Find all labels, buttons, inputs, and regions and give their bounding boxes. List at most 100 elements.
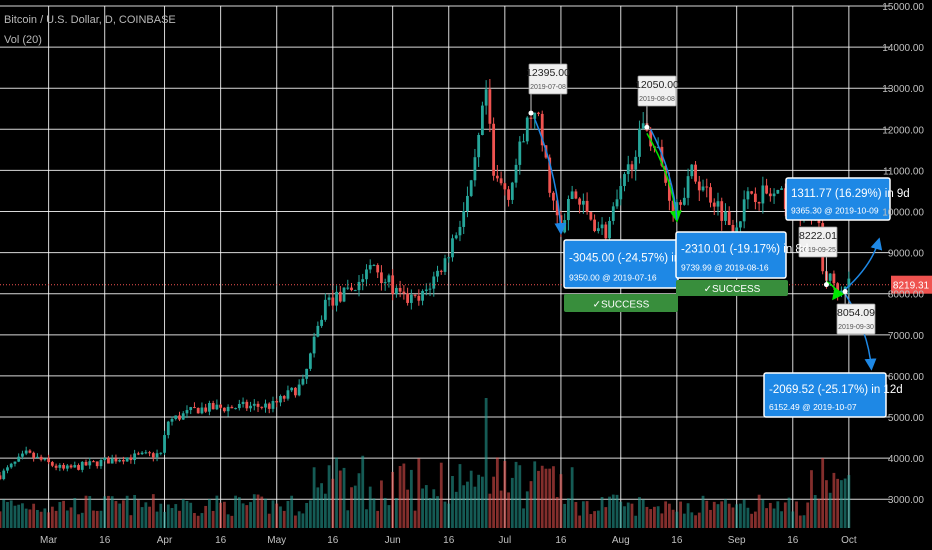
candle-body [839, 290, 843, 294]
volume-bar [697, 512, 701, 528]
volume-bar [421, 488, 424, 528]
volume-bar [649, 509, 653, 528]
volume-bar [282, 510, 286, 528]
measure-text: -3045.00 (-24.57%) in 8d [569, 253, 696, 265]
volume-bar [731, 507, 735, 528]
volume-bar [454, 491, 458, 528]
volume-bar [742, 499, 746, 528]
candle-body [159, 452, 163, 454]
volume-bar [267, 513, 271, 528]
candle-body [540, 113, 544, 146]
volume-bar [447, 503, 451, 528]
volume-bar [136, 499, 140, 528]
volume-bar [641, 499, 645, 528]
candle-body [626, 164, 630, 175]
candle-body [196, 407, 200, 414]
candle-body [383, 282, 387, 284]
x-tick-label: 16 [443, 535, 455, 546]
y-tick-label: 3000.00 [888, 495, 925, 506]
volume-bar [798, 515, 802, 528]
candle-body [667, 182, 671, 201]
candle-body [69, 465, 73, 468]
x-tick-label: May [267, 535, 286, 546]
success-badge-text: ✓SUCCESS [704, 284, 761, 295]
candle-body [413, 294, 417, 296]
volume-bar [679, 501, 682, 528]
volume-bar [9, 500, 13, 528]
volume-bar [817, 498, 821, 528]
volume-bar [249, 502, 252, 528]
volume-bar [376, 510, 380, 528]
candle-body [634, 156, 638, 170]
candle-body [503, 183, 507, 190]
volume-bar [6, 502, 9, 528]
candle-body [28, 450, 32, 453]
candle-body [750, 191, 754, 194]
volume-bar [69, 507, 73, 528]
time-axis: Mar 16 Apr 16 May 16 Jun 16 Jul 16 Aug 16 Sep 16 Oct [40, 535, 857, 546]
candle-body [301, 378, 305, 385]
measure-box [675, 231, 787, 279]
volume-bar [458, 464, 462, 528]
candle-body [208, 403, 211, 412]
candle-body [402, 291, 406, 294]
x-tick-label: Apr [157, 535, 173, 546]
candle-body [0, 475, 2, 480]
volume-bar [739, 503, 742, 528]
candle-body [200, 407, 204, 414]
volume-bar [80, 512, 84, 528]
candle-body [387, 275, 391, 283]
volume-bar [406, 489, 410, 528]
candle-body [768, 193, 772, 197]
volume-bar [409, 469, 413, 528]
candle-body [480, 105, 484, 135]
volume-indicator-label[interactable]: Vol (20) [4, 34, 42, 46]
volume-bar [469, 470, 473, 528]
candle-body [260, 406, 264, 408]
candle-body [593, 219, 596, 232]
volume-bar [28, 509, 32, 528]
volume-bar [537, 470, 540, 528]
candle-body [43, 458, 47, 460]
volume-bar [357, 473, 361, 528]
candle-body [394, 287, 398, 294]
candle-body [323, 299, 327, 320]
volume-bar [21, 503, 24, 528]
candle-body [570, 191, 574, 199]
volume-bar [271, 500, 275, 528]
volume-bar [13, 505, 17, 528]
candle-body [103, 458, 107, 461]
candle-body [226, 406, 230, 412]
candle-body [675, 202, 679, 215]
candle-body [95, 461, 99, 467]
candle-body [144, 452, 148, 454]
candle-body [510, 182, 514, 200]
candle-body [555, 200, 559, 216]
x-tick-label: Aug [612, 535, 630, 546]
volume-bar [735, 504, 739, 528]
candle-body [409, 294, 413, 303]
candle-body [230, 406, 234, 409]
candle-body [499, 178, 503, 184]
candle-body [312, 336, 316, 354]
candle-body [372, 265, 376, 267]
volume-bar [593, 511, 596, 528]
volume-bar [525, 491, 529, 528]
candle-body [473, 157, 477, 181]
volume-bar [133, 495, 137, 528]
candle-body [6, 467, 9, 471]
candle-body [125, 457, 129, 462]
candle-body [432, 276, 436, 289]
candle-body [163, 435, 166, 453]
volume-bar [92, 510, 95, 528]
volume-bar [839, 480, 843, 528]
volume-bar [24, 508, 28, 528]
volume-bar [690, 512, 694, 528]
candle-body [686, 176, 690, 198]
volume-bar [825, 480, 828, 528]
symbol-title: Bitcoin / U.S. Dollar, D, COINBASE [4, 14, 176, 26]
success-badge [564, 294, 678, 312]
volume-bar [477, 474, 481, 528]
price-label-box [637, 75, 677, 107]
